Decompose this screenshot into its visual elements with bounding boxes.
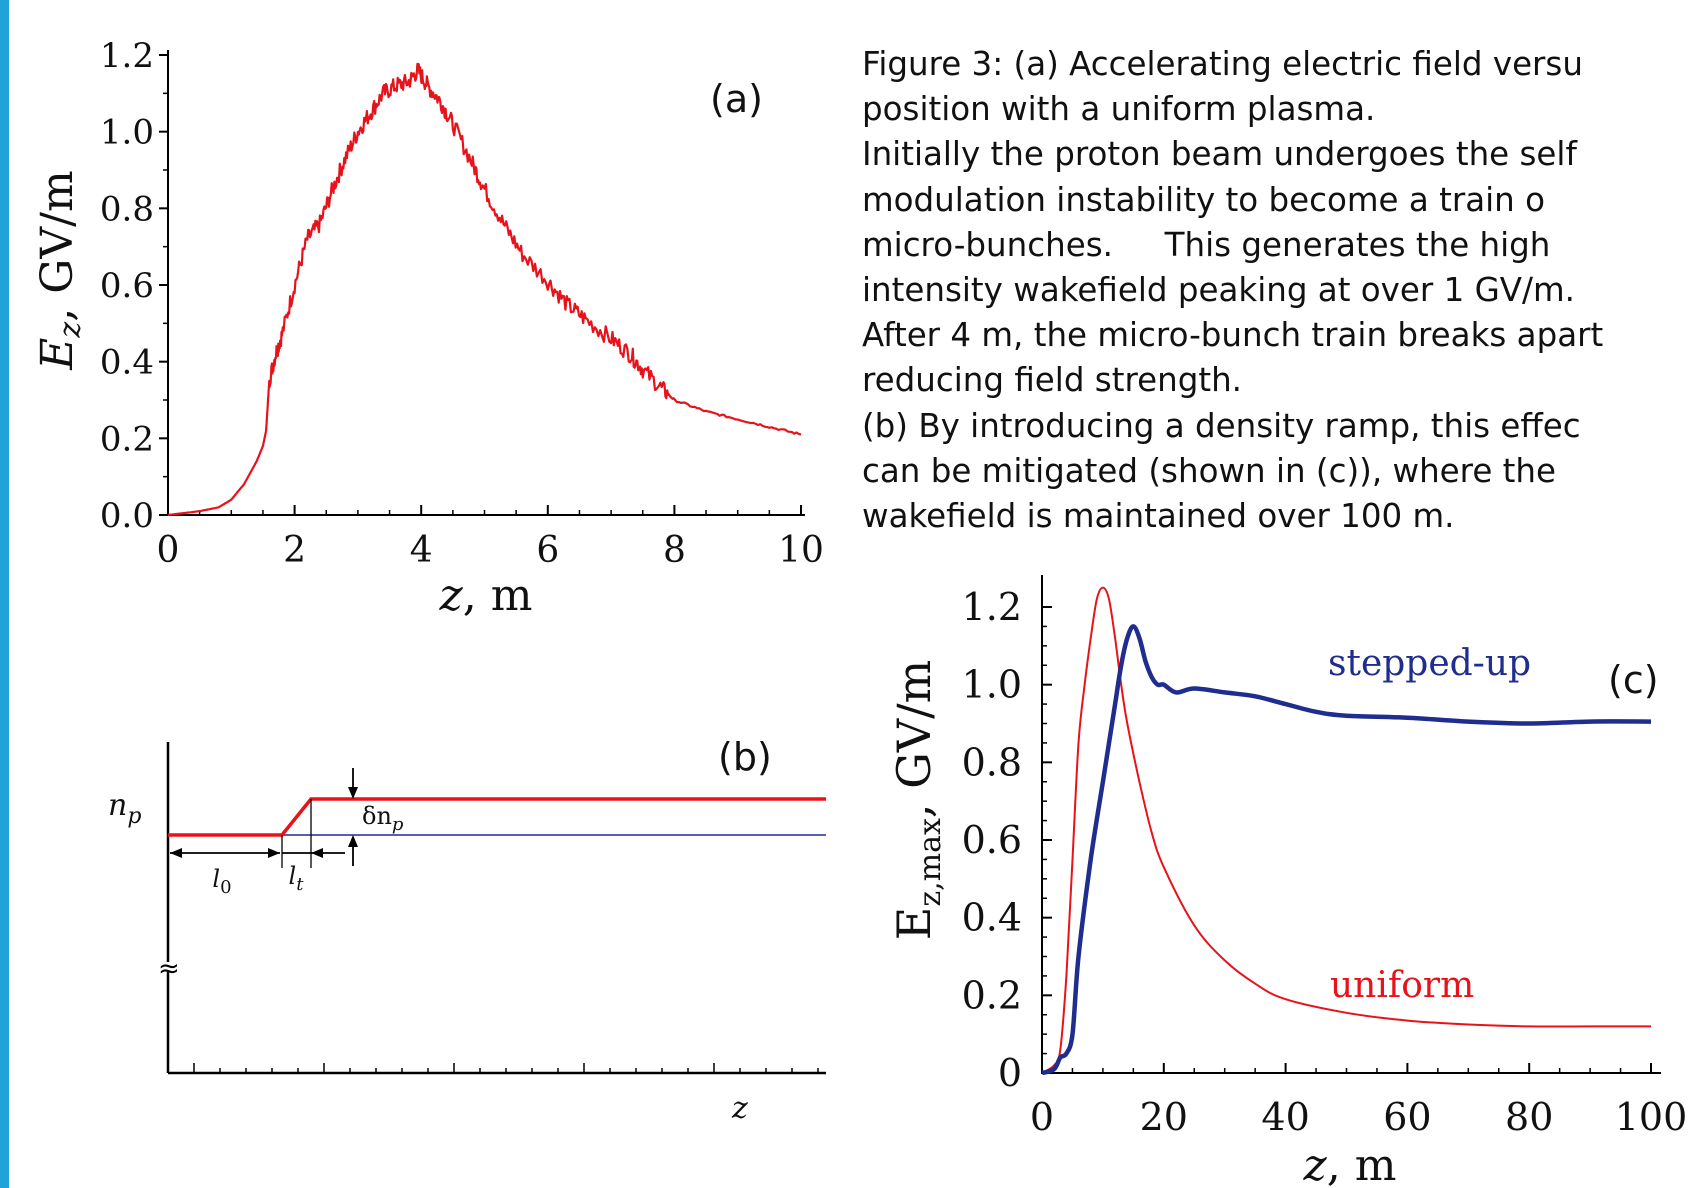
chart-b-dn-lower-head xyxy=(348,835,358,847)
chart-b-ticks xyxy=(193,1063,819,1073)
left-accent-bar xyxy=(0,0,9,1188)
chart-c-ylabel-sub: z,max xyxy=(913,818,948,907)
chart-b-lt-label: lt xyxy=(289,862,305,895)
chart-c-tick-labels: 0 20 40 60 80 100 0 0.2 0.4 0.6 0.8 1.0 1.2 xyxy=(962,585,1688,1139)
chart-b-axis-break: ≈ xyxy=(158,954,180,984)
chart-b-lt-arrowhead xyxy=(311,848,323,858)
caption-line: Figure 3: (a) Accelerating electric fiel… xyxy=(862,45,1583,83)
chart-c: 0 20 40 60 80 100 0 0.2 0.4 0.6 0.8 1.0 1.2 stepped-… xyxy=(887,575,1687,1188)
caption-line: (b) By introducing a density ramp, this … xyxy=(862,406,1581,445)
caption-line: wakefield is maintained over 100 m. xyxy=(862,496,1455,535)
chart-b-xlabel: z xyxy=(731,1091,748,1126)
chart-c-y-tick-label: 0.8 xyxy=(962,740,1022,784)
chart-a-y-tick-label: 1.2 xyxy=(100,36,154,76)
chart-a-ylabel-main: E xyxy=(32,338,83,371)
chart-c-xlabel-main: z xyxy=(1303,1140,1328,1188)
chart-b-lt-sub: t xyxy=(296,874,304,895)
chart-b-dn-label: δnp xyxy=(362,802,404,835)
chart-b-l0-label: l0 xyxy=(212,865,231,898)
chart-a-x-tick-label: 4 xyxy=(410,530,433,571)
chart-c-y-tick-label: 1.0 xyxy=(962,663,1022,707)
caption-line: micro-bunches. This generates the high xyxy=(862,225,1551,264)
chart-a-x-tick-label: 0 xyxy=(157,530,180,571)
chart-a-y-tick-label: 0.8 xyxy=(100,189,154,229)
chart-c-y-tick-label: 1.2 xyxy=(962,585,1022,629)
chart-a-xlabel-main: z xyxy=(439,570,464,621)
chart-c-panel-label: (c) xyxy=(1608,658,1659,702)
figure-caption: Figure 3: (a) Accelerating electric fiel… xyxy=(862,42,1705,552)
chart-b-dn-upper-head xyxy=(348,787,358,799)
caption-line: can be mitigated (shown in (c)), where t… xyxy=(862,451,1556,490)
chart-a-y-tick-label: 0.6 xyxy=(100,266,154,306)
chart-c-xlabel: z, m xyxy=(1303,1140,1397,1188)
chart-c-x-tick-label: 40 xyxy=(1261,1095,1309,1139)
chart-c-x-tick-label: 20 xyxy=(1140,1095,1188,1139)
chart-b-lt-main: l xyxy=(289,862,297,890)
chart-c-xlabel-unit: , m xyxy=(1327,1140,1397,1188)
chart-a-ylabel-unit: , GV/m xyxy=(32,170,83,321)
chart-a-x-tick-label: 10 xyxy=(778,530,824,571)
chart-a-y-tick-label: 1.0 xyxy=(100,113,154,153)
chart-b: ≈ l0 lt δnp np z (b) xyxy=(108,735,826,1126)
chart-a-xlabel-unit: , m xyxy=(463,570,533,621)
chart-c-legend-stepped-up: stepped-up xyxy=(1328,643,1531,684)
chart-b-l0-main: l xyxy=(212,865,220,893)
caption-line: position with a uniform plasma. xyxy=(862,90,1376,129)
chart-a-panel-label: (a) xyxy=(710,77,763,121)
chart-a-y-tick-label: 0.2 xyxy=(100,419,154,459)
chart-a-ylabel-sub: z xyxy=(53,322,88,339)
chart-b-dn-main: δn xyxy=(362,802,392,830)
caption-line: intensity wakefield peaking at over 1 GV… xyxy=(862,270,1575,309)
chart-c-stepped-up-line xyxy=(1041,624,1652,1076)
caption-line: modulation instability to become a train… xyxy=(862,180,1545,219)
chart-a-y-tick-label: 0.4 xyxy=(100,343,154,383)
caption-line: reducing field strength. xyxy=(862,361,1243,400)
chart-c-uniform-line xyxy=(1041,586,1651,1074)
chart-c-legend-uniform: uniform xyxy=(1330,965,1474,1006)
chart-b-l0-arrowhead-left xyxy=(170,848,182,858)
chart-b-panel-label: (b) xyxy=(718,735,772,779)
chart-a-ylabel: Ez, GV/m xyxy=(32,170,88,370)
chart-a-tick-labels: 0 2 4 6 8 10 0.0 0.2 0.4 0.6 0.8 1.0 1.2 xyxy=(100,36,824,571)
chart-b-l0-arrowhead-right xyxy=(268,848,280,858)
chart-a-ticks xyxy=(159,54,802,516)
chart-c-x-tick-label: 100 xyxy=(1615,1095,1688,1139)
chart-c-ylabel-unit: , GV/m xyxy=(887,660,941,818)
chart-b-dn-sub: p xyxy=(392,814,404,835)
chart-c-y-tick-label: 0.4 xyxy=(962,896,1022,940)
chart-c-y-tick-label: 0.2 xyxy=(962,973,1022,1017)
chart-c-ylabel: Ez,max, GV/m xyxy=(887,660,948,941)
chart-a-x-tick-label: 8 xyxy=(663,530,686,571)
chart-c-x-tick-label: 80 xyxy=(1505,1095,1553,1139)
chart-b-ylabel: np xyxy=(108,788,141,829)
chart-a: 0 2 4 6 8 100.00.20.40.60.81.01.2 (a) Ez, GV/… xyxy=(32,36,824,621)
chart-c-y-tick-label: 0.6 xyxy=(962,818,1022,862)
chart-a-y-tick-label: 0.0 xyxy=(100,496,154,536)
chart-b-ylabel-main: n xyxy=(108,788,127,823)
chart-a-x-tick-label: 2 xyxy=(283,530,306,571)
chart-b-l0-sub: 0 xyxy=(220,877,231,898)
chart-a-series-line xyxy=(167,62,802,517)
chart-c-ticks xyxy=(1041,606,1652,1074)
chart-a-xlabel: z, m xyxy=(439,570,533,621)
caption-line: After 4 m, the micro-bunch train breaks … xyxy=(862,316,1604,355)
chart-c-x-tick-label: 60 xyxy=(1383,1095,1431,1139)
chart-c-x-tick-label: 0 xyxy=(1030,1095,1054,1139)
caption-line: Initially the proton beam undergoes the … xyxy=(862,135,1577,174)
chart-b-ylabel-sub: p xyxy=(127,804,141,829)
chart-a-x-tick-label: 6 xyxy=(536,530,559,571)
chart-c-y-tick-label: 0 xyxy=(998,1051,1022,1095)
chart-c-ylabel-main: E xyxy=(887,907,941,941)
chart-b-stepped-line xyxy=(168,797,826,837)
